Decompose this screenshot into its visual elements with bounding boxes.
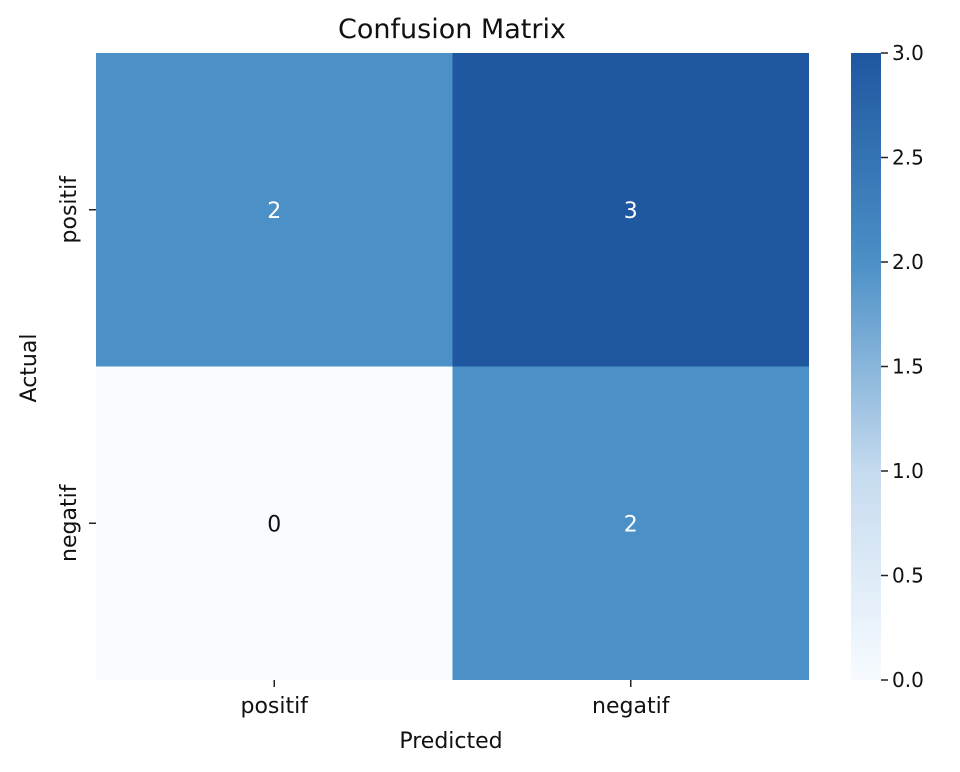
x-tick-label-positif: positif xyxy=(241,694,310,719)
y-tick-label-negatif: negatif xyxy=(57,483,82,562)
heatmap-cell-label: 0 xyxy=(267,512,281,537)
y-axis-label: Actual xyxy=(17,334,42,403)
heatmap-cell-negatif-negatif xyxy=(452,366,809,680)
heatmap-cell-positif-negatif xyxy=(452,53,809,367)
colorbar xyxy=(851,53,881,680)
heatmap-cell-labels: 2 3 0 2 xyxy=(267,199,638,538)
heatmap-cell-label: 3 xyxy=(624,199,638,224)
colorbar-tick-label: 1.0 xyxy=(892,459,924,483)
heatmap-cell-positif-positif xyxy=(96,53,453,367)
x-axis: positif negatif xyxy=(241,680,671,719)
heatmap-cell-label: 2 xyxy=(624,512,638,537)
colorbar-ticks: 0.0 0.5 1.0 1.5 2.0 2.5 3.0 xyxy=(881,41,924,692)
x-tick-label-negatif: negatif xyxy=(592,694,671,719)
colorbar-tick-label: 3.0 xyxy=(892,41,924,65)
y-axis: positif negatif xyxy=(57,175,96,562)
heatmap-cell-label: 2 xyxy=(267,199,281,224)
heatmap-cell-negatif-positif xyxy=(96,366,453,680)
chart-title: Confusion Matrix xyxy=(338,14,566,45)
colorbar-tick-label: 0.5 xyxy=(892,564,924,588)
colorbar-tick-label: 2.5 xyxy=(892,146,924,170)
y-tick-label-positif: positif xyxy=(57,175,82,244)
x-axis-label: Predicted xyxy=(399,729,502,754)
heatmap-cells xyxy=(96,53,809,680)
colorbar-tick-label: 2.0 xyxy=(892,250,924,274)
colorbar-tick-label: 0.0 xyxy=(892,668,924,692)
colorbar-tick-label: 1.5 xyxy=(892,355,924,379)
